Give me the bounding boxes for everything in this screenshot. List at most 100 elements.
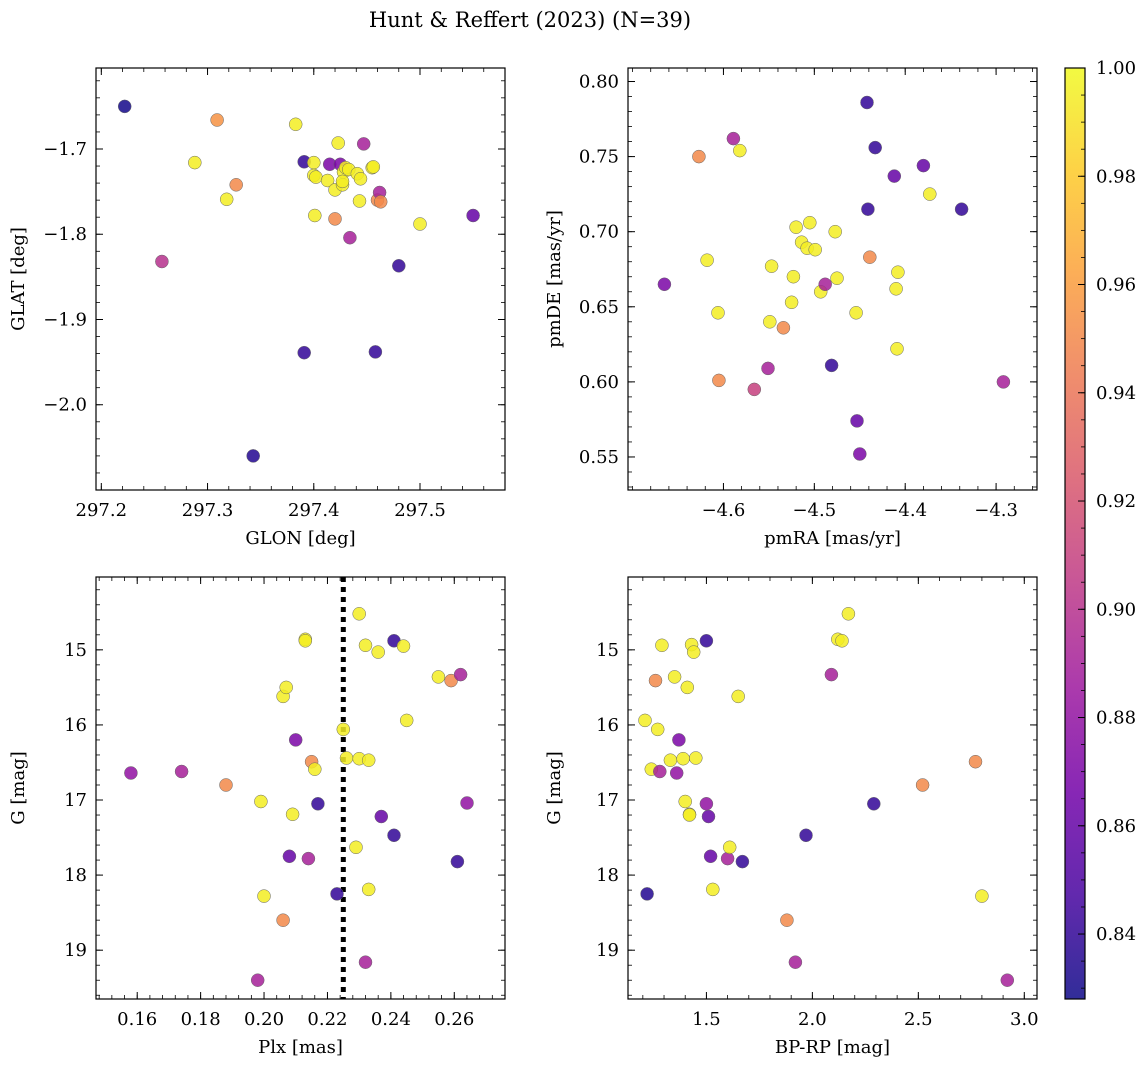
scatter-point xyxy=(712,373,726,388)
scatter-point xyxy=(692,149,706,164)
scatter-point xyxy=(374,809,389,824)
scatter-point xyxy=(703,849,718,864)
scatter-point xyxy=(699,797,714,811)
scatter-point xyxy=(890,342,904,356)
y-tick-label: 18 xyxy=(596,865,619,886)
colorbar-tick-label: 0.98 xyxy=(1096,166,1136,187)
scatter-point xyxy=(655,638,669,653)
scatter-point xyxy=(824,667,839,682)
y-tick-label: 15 xyxy=(596,640,619,661)
colorbar-gradient xyxy=(1064,67,1086,1000)
axes-frame xyxy=(95,576,506,1000)
scatter-point xyxy=(828,224,842,239)
scatter-point xyxy=(188,155,202,170)
y-tick-label: 0.60 xyxy=(579,372,619,393)
scatter-point xyxy=(789,220,803,234)
scatter-point xyxy=(868,140,882,155)
scatter-point xyxy=(288,733,303,747)
scatter-point xyxy=(689,751,703,765)
scatter-point xyxy=(891,265,905,279)
colorbar-tick-label: 0.88 xyxy=(1096,708,1136,729)
scatter-point xyxy=(308,208,322,223)
scatter-point xyxy=(387,828,401,843)
scatter-point xyxy=(335,174,350,189)
scatter-point xyxy=(640,887,654,901)
scatter-point xyxy=(307,155,321,170)
scatter-point xyxy=(331,136,345,150)
colorbar: 0.84 0.86 0.88 0.90 0.92 0.94 0.96 0.98 1.00 xyxy=(1064,58,1136,1000)
scatter-point xyxy=(889,282,903,296)
scatter-point xyxy=(210,113,224,127)
scatter-point xyxy=(282,849,297,864)
scatter-point xyxy=(358,638,373,653)
y-tick-label: 0.70 xyxy=(579,222,619,243)
y-tick-label: 15 xyxy=(64,640,87,661)
colorbar-tick-label: 0.90 xyxy=(1096,599,1136,620)
x-tick-label: 1.5 xyxy=(692,1009,721,1030)
x-axis-label: GLON [deg] xyxy=(245,528,355,549)
scatter-point xyxy=(701,809,716,824)
axes-frame xyxy=(627,576,1038,1000)
x-tick-label: −4.6 xyxy=(702,500,746,521)
scatter-point xyxy=(923,187,937,201)
scatter-point xyxy=(373,195,388,209)
scatter-point xyxy=(648,673,663,688)
scatter-point xyxy=(298,634,313,648)
scatter-point xyxy=(808,242,822,257)
x-tick-label: 0.16 xyxy=(117,1009,157,1030)
scatter-point xyxy=(250,973,265,987)
scatter-point xyxy=(276,913,290,927)
scatter-point xyxy=(824,358,839,373)
panel-pmra-pmde: −4.6 −4.5 −4.4 −4.3 0.55 0.60 0.65 0.70 0.75 0.80… xyxy=(544,67,1038,549)
colorbar-tick-label: 0.86 xyxy=(1096,816,1136,837)
y-tick-label: 19 xyxy=(596,940,619,961)
scatter-point xyxy=(352,194,367,208)
scatter-point xyxy=(336,722,351,737)
scatter-point xyxy=(117,99,132,114)
scatter-point xyxy=(638,713,652,728)
scatter-point xyxy=(460,796,474,810)
scatter-point xyxy=(682,808,697,822)
x-tick-label: 297.3 xyxy=(182,500,234,521)
scatter-point xyxy=(803,215,817,230)
scatter-point xyxy=(776,321,791,335)
scatter-point xyxy=(431,670,446,684)
scatter-point xyxy=(975,889,989,903)
scatter-point xyxy=(366,160,381,174)
scatter-point xyxy=(124,766,138,780)
scatter-point xyxy=(311,797,325,811)
x-tick-label: 0.26 xyxy=(434,1009,474,1030)
scatter-point xyxy=(996,375,1011,389)
scatter-point xyxy=(735,854,750,869)
scatter-point xyxy=(155,254,169,269)
panel-plx-g: 0.16 0.18 0.20 0.22 0.24 0.26 15 16 17 18 19 Plx [m… xyxy=(8,576,506,1058)
scatter-point xyxy=(330,887,344,901)
scatter-point xyxy=(731,689,745,704)
y-tick-label: 17 xyxy=(596,790,619,811)
x-axis-label: pmRA [mas/yr] xyxy=(764,528,901,549)
scatter-point xyxy=(301,851,316,866)
scatter-point xyxy=(368,345,383,359)
x-tick-label: −4.4 xyxy=(883,500,927,521)
x-axis-label: Plx [mas] xyxy=(258,1037,343,1058)
scatter-point xyxy=(288,117,303,132)
scatter-point xyxy=(733,143,747,158)
y-tick-label: 0.65 xyxy=(579,297,619,318)
scatter-point xyxy=(853,447,867,461)
scatter-point xyxy=(254,794,268,809)
y-tick-label: 17 xyxy=(64,790,87,811)
scatter-point xyxy=(860,95,874,110)
scatter-point xyxy=(672,733,686,747)
scatter-point xyxy=(653,764,667,779)
scatter-point xyxy=(413,217,427,231)
scatter-point xyxy=(361,882,376,897)
scatter-point xyxy=(399,713,414,728)
scatter-point xyxy=(466,208,480,223)
panel-bprp-g: 1.5 2.0 2.5 3.0 15 16 17 18 19 BP-RP [mag] G [mag] xyxy=(544,576,1039,1058)
scatter-point xyxy=(686,645,701,659)
scatter-point xyxy=(667,670,682,684)
y-tick-label: 19 xyxy=(64,940,87,961)
x-tick-label: 0.18 xyxy=(181,1009,221,1030)
scatter-point xyxy=(863,250,877,264)
scatter-point xyxy=(799,828,813,843)
